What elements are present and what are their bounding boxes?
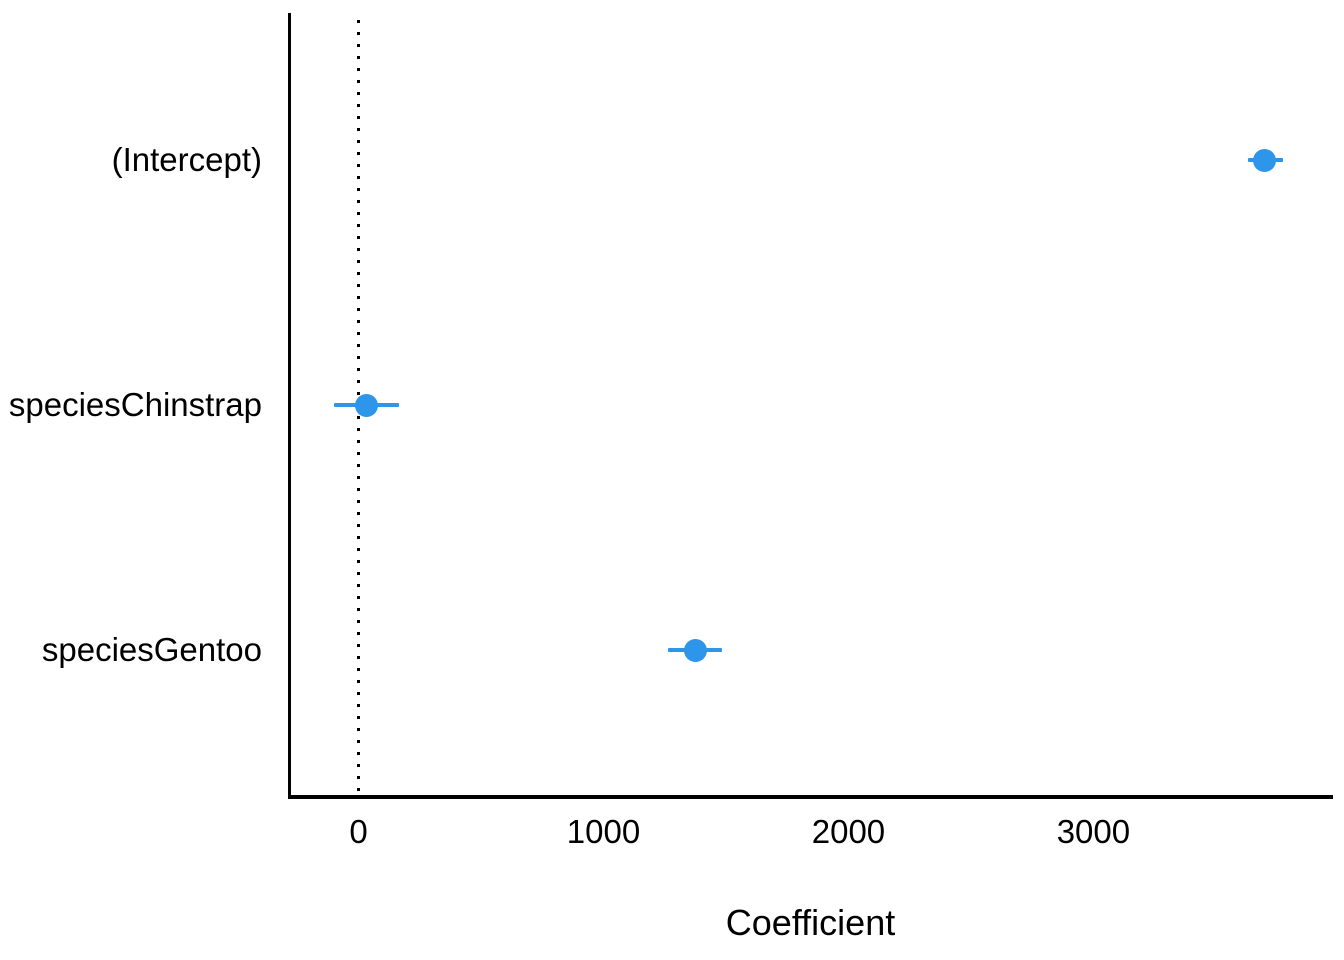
x-tick-label: 1000 (566, 813, 641, 850)
category-label: speciesChinstrap (8, 386, 262, 423)
x-tick-label: 3000 (1056, 813, 1131, 850)
x-axis-line (288, 795, 1333, 799)
y-axis-line (288, 13, 291, 799)
category-label: (Intercept) (111, 141, 262, 178)
point-estimate-dot (354, 393, 378, 417)
x-axis-title: Coefficient (725, 902, 896, 943)
point-estimate-dot (1253, 148, 1277, 172)
x-tick-label: 2000 (811, 813, 886, 850)
category-label: speciesGentoo (41, 631, 262, 668)
x-tick-label: 0 (349, 813, 368, 850)
point-estimate-dot (683, 638, 707, 662)
